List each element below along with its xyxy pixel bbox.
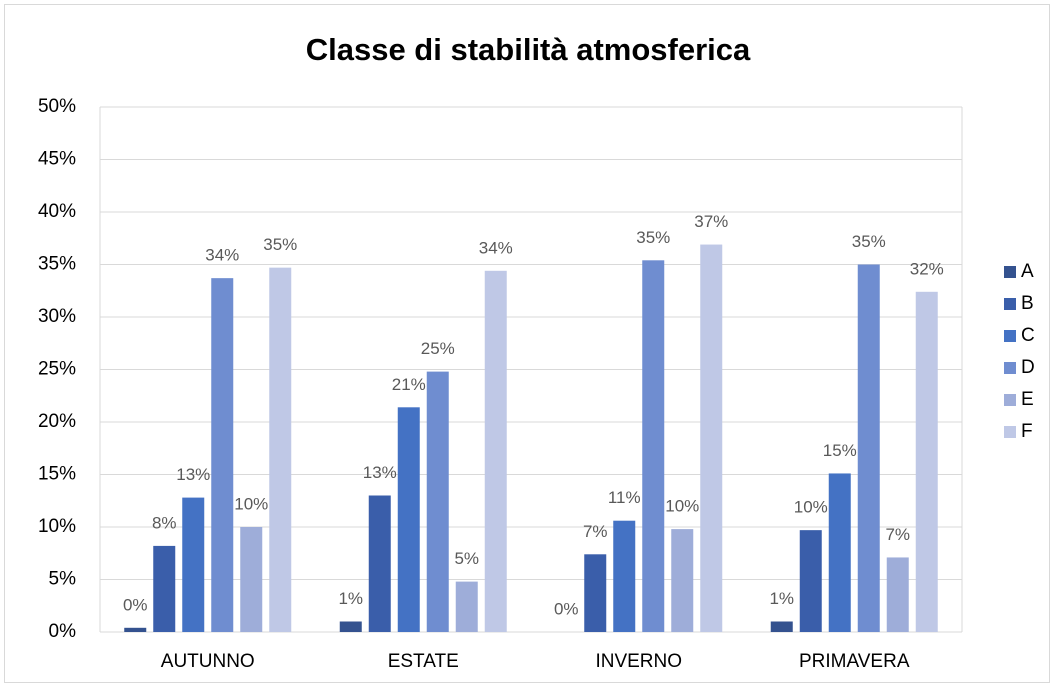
data-label: 8% [152, 513, 177, 532]
x-tick-label: ESTATE [388, 651, 459, 672]
bar [642, 260, 665, 632]
data-label: 7% [885, 525, 910, 544]
legend-swatch [1004, 298, 1016, 310]
legend-swatch [1004, 394, 1016, 406]
legend-swatch [1004, 362, 1016, 374]
bar [211, 278, 234, 632]
legend-label: D [1021, 357, 1035, 378]
data-label: 11% [608, 488, 641, 507]
bar [770, 621, 793, 632]
bar [799, 530, 822, 632]
legend-label: E [1021, 389, 1034, 410]
data-label: 21% [392, 375, 426, 394]
data-label: 35% [263, 235, 297, 254]
bar [915, 291, 938, 632]
y-tick-label: 45% [38, 149, 76, 170]
x-tick-label: AUTUNNO [161, 651, 255, 672]
bar [455, 581, 478, 632]
data-label: 13% [176, 465, 210, 484]
data-label: 10% [794, 498, 828, 517]
data-label: 32% [910, 259, 944, 278]
y-tick-label: 35% [38, 254, 76, 275]
data-label: 34% [479, 238, 513, 257]
bar [269, 267, 292, 632]
legend-label: A [1021, 261, 1034, 282]
y-tick-label: 25% [38, 359, 76, 380]
x-tick-label: PRIMAVERA [799, 651, 910, 672]
legend-label: B [1021, 293, 1034, 314]
bar [124, 627, 147, 632]
legend-label: F [1021, 421, 1033, 442]
bar [397, 407, 420, 632]
y-tick-label: 30% [38, 306, 76, 327]
data-label: 1% [338, 589, 363, 608]
data-label: 1% [769, 589, 794, 608]
y-tick-label: 50% [38, 96, 76, 117]
y-tick-label: 0% [49, 621, 77, 642]
data-label: 35% [852, 232, 886, 251]
y-tick-label: 5% [49, 569, 77, 590]
bar [671, 529, 694, 632]
bar [153, 545, 176, 632]
chart-title: Classe di stabilità atmosferica [306, 32, 751, 67]
legend-swatch [1004, 266, 1016, 278]
bar [182, 497, 205, 632]
bar [339, 621, 362, 632]
data-label: 37% [694, 212, 728, 231]
data-label: 5% [454, 549, 479, 568]
x-tick-label: INVERNO [595, 651, 682, 672]
data-label: 13% [363, 463, 397, 482]
data-label: 0% [123, 595, 148, 614]
data-label: 34% [205, 246, 239, 265]
y-tick-label: 40% [38, 201, 76, 222]
y-tick-label: 10% [38, 516, 76, 537]
data-label: 7% [583, 522, 608, 541]
bar [426, 371, 449, 632]
y-tick-label: 15% [38, 464, 76, 485]
data-label: 10% [665, 497, 699, 516]
legend-label: C [1021, 325, 1035, 346]
bar [484, 270, 507, 632]
bar [240, 527, 263, 632]
legend-swatch [1004, 426, 1016, 438]
legend-swatch [1004, 330, 1016, 342]
bar [828, 473, 851, 632]
bar [700, 244, 723, 633]
data-label: 10% [234, 494, 268, 513]
bar [584, 554, 607, 632]
data-label: 25% [421, 339, 455, 358]
bar [857, 264, 880, 632]
data-label: 35% [636, 228, 670, 247]
data-label: 0% [554, 599, 579, 618]
bar [368, 495, 391, 632]
bar [886, 557, 909, 632]
data-label: 15% [823, 441, 857, 460]
y-tick-label: 20% [38, 411, 76, 432]
bar [613, 520, 636, 632]
